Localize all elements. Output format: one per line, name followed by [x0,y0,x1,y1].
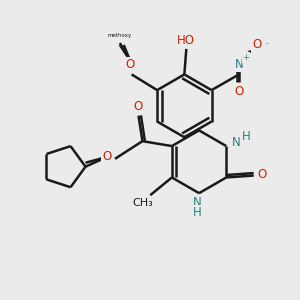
Text: O: O [234,85,244,98]
Text: O: O [103,150,112,164]
Text: O: O [125,58,134,71]
Text: methoxy: methoxy [108,33,132,38]
Text: O: O [257,168,266,181]
Text: HO: HO [177,34,195,46]
Text: H: H [242,130,250,143]
Text: N: N [235,58,243,71]
Text: N: N [193,196,202,209]
Text: H: H [193,206,202,219]
Text: O: O [133,100,142,113]
Text: O: O [252,38,261,52]
Text: methoxy: methoxy [118,36,124,37]
Text: ⁻: ⁻ [264,40,269,50]
Text: CH₃: CH₃ [132,198,153,208]
Text: N: N [232,136,241,148]
Text: methoxy: methoxy [126,31,132,32]
Text: +: + [242,53,249,62]
